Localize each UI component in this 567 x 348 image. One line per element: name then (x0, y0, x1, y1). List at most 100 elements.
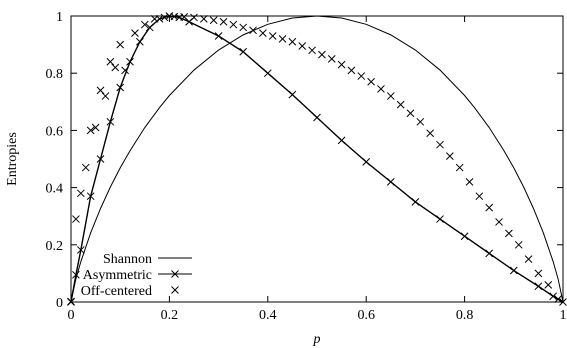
data-point (116, 40, 125, 49)
data-point (150, 15, 159, 23)
marker-stroke (150, 15, 159, 23)
marker-stroke (106, 117, 115, 126)
data-point (209, 16, 218, 25)
data-point (544, 280, 553, 289)
marker-stroke (86, 126, 95, 135)
marker-stroke (239, 47, 248, 56)
marker-stroke (126, 57, 134, 66)
marker-stroke (514, 240, 523, 249)
data-point (386, 178, 395, 186)
marker-stroke (318, 50, 326, 59)
marker-stroke (170, 12, 179, 21)
marker-stroke (76, 246, 85, 254)
data-point (106, 117, 115, 126)
data-point (411, 198, 420, 206)
data-point (86, 126, 95, 135)
marker-stroke (278, 35, 287, 43)
data-point (460, 232, 469, 241)
data-point (485, 203, 494, 212)
marker-stroke (549, 292, 558, 301)
legend-label: Asymmetric (83, 268, 152, 283)
marker-stroke (259, 29, 267, 38)
data-point (121, 66, 129, 75)
data-point (259, 29, 267, 38)
data-point (278, 35, 287, 43)
marker-stroke (72, 215, 80, 223)
data-point (313, 113, 321, 122)
marker-stroke (249, 26, 257, 35)
marker-stroke (396, 100, 405, 109)
marker-stroke (263, 69, 272, 78)
marker-stroke (136, 37, 144, 46)
data-point (455, 163, 464, 172)
marker-stroke (116, 83, 125, 92)
marker-stroke (445, 152, 454, 160)
marker-stroke (214, 32, 223, 40)
data-point (416, 117, 425, 126)
marker-stroke (96, 86, 105, 95)
data-point (72, 270, 80, 279)
data-point (436, 140, 444, 149)
marker-stroke (313, 113, 321, 122)
data-point (362, 158, 371, 166)
marker-stroke (554, 295, 562, 303)
marker-stroke (72, 270, 80, 279)
data-point (101, 92, 110, 100)
data-point (534, 282, 543, 291)
series-off-centered (67, 12, 562, 306)
marker-stroke (121, 66, 129, 75)
legend-swatch-marker (171, 286, 179, 294)
marker-stroke (509, 266, 518, 275)
axis-ticks: 0 0.2 0.4 0.6 0.8 1 0 0.2 0.4 0.6 0.8 1 (46, 10, 567, 323)
data-point (357, 72, 366, 80)
data-point (140, 20, 149, 29)
data-point (86, 192, 95, 201)
series-line (70, 15, 564, 303)
marker-stroke (91, 123, 100, 132)
data-point (96, 155, 105, 163)
marker-stroke (436, 215, 444, 223)
data-point (249, 26, 257, 35)
marker-stroke (140, 20, 149, 29)
data-point (96, 86, 105, 95)
marker-stroke (239, 23, 248, 32)
data-point (426, 129, 435, 138)
x-tick-label: 0.2 (161, 308, 179, 323)
marker-stroke (131, 29, 139, 38)
marker-stroke (495, 218, 503, 226)
series-line (70, 15, 564, 303)
marker-stroke (209, 16, 218, 25)
marker-stroke (96, 155, 105, 163)
marker-stroke (288, 90, 297, 99)
data-point (505, 229, 513, 238)
data-point (106, 57, 115, 66)
data-point (136, 37, 144, 46)
marker-stroke (171, 286, 179, 294)
data-point (406, 109, 415, 118)
marker-stroke (160, 13, 169, 22)
data-point (367, 77, 375, 86)
data-point (327, 55, 336, 63)
marker-stroke (106, 57, 115, 66)
data-point (559, 298, 567, 306)
marker-stroke (367, 77, 375, 86)
data-point (288, 37, 297, 46)
data-point (524, 255, 533, 263)
marker-stroke (559, 298, 567, 306)
marker-stroke (86, 192, 95, 201)
marker-stroke (544, 280, 553, 289)
marker-stroke (485, 249, 494, 258)
y-tick-label: 0.6 (46, 124, 64, 139)
marker-stroke (337, 60, 346, 69)
marker-stroke (475, 192, 484, 201)
data-point (308, 46, 316, 55)
marker-stroke (288, 37, 297, 46)
data-point (67, 297, 75, 306)
data-point (445, 152, 454, 160)
x-tick-label: 0 (68, 308, 75, 323)
data-point (377, 85, 385, 93)
y-tick-label: 1 (56, 10, 63, 25)
marker-stroke (171, 270, 179, 278)
